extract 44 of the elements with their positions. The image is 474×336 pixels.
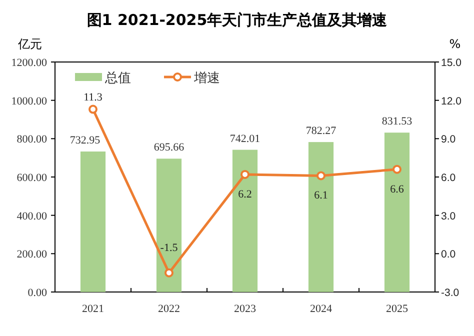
x-tick-label: 2021: [82, 303, 104, 315]
y2-tick-label: -3.0: [441, 287, 460, 299]
point: [316, 171, 326, 180]
y2-tick-label: 3.0: [441, 210, 456, 222]
data-label: 732.95: [70, 134, 101, 147]
y2-tick-label: 15.0: [441, 57, 462, 69]
point: [88, 104, 98, 114]
y-axis-title: 亿元: [17, 37, 42, 51]
legend-label: 总值: [104, 71, 131, 86]
bar: [80, 152, 106, 292]
data-label: 6.1: [314, 190, 328, 202]
data-label: 695.66: [154, 142, 185, 154]
y2-tick-label: 0.0: [441, 248, 456, 261]
y-tick-label: 800.00: [16, 134, 48, 146]
data-label: 11.3: [84, 91, 103, 104]
data-label: 6.6: [390, 183, 404, 196]
y2-axis-title: %: [449, 37, 461, 51]
point: [392, 164, 402, 174]
data-label: 782.27: [306, 125, 337, 138]
x-tick-label: 2022: [158, 303, 180, 315]
bar: [384, 132, 410, 292]
y-tick-label: 0.00: [28, 287, 48, 299]
bar: [156, 158, 182, 292]
y2-tick-label: 6.0: [441, 172, 456, 184]
x-tick-label: 2023: [234, 303, 256, 315]
bar: [232, 150, 258, 292]
chart-title: 图1 2021-2025年天门市生产总值及其增速: [86, 11, 388, 29]
legend-label: 增速: [193, 71, 220, 86]
y-tick-label: 1000.00: [11, 95, 48, 108]
y2-tick-label: 12.0: [441, 95, 462, 108]
x-tick-label: 2024: [310, 303, 332, 315]
data-label: 742.01: [230, 132, 260, 145]
bar: [308, 142, 334, 292]
point: [164, 268, 174, 278]
y-tick-label: 400.00: [16, 210, 48, 222]
y-tick-label: 600.00: [16, 172, 48, 184]
y-tick-label: 1200.00: [11, 57, 48, 69]
y-tick-label: 200.00: [16, 248, 48, 261]
data-label: 831.53: [382, 116, 413, 128]
data-label: 6.2: [238, 188, 252, 200]
x-tick-label: 2025: [386, 303, 408, 315]
point: [240, 170, 250, 179]
data-label: -1.5: [160, 242, 178, 254]
y2-tick-label: 9.0: [441, 134, 456, 146]
